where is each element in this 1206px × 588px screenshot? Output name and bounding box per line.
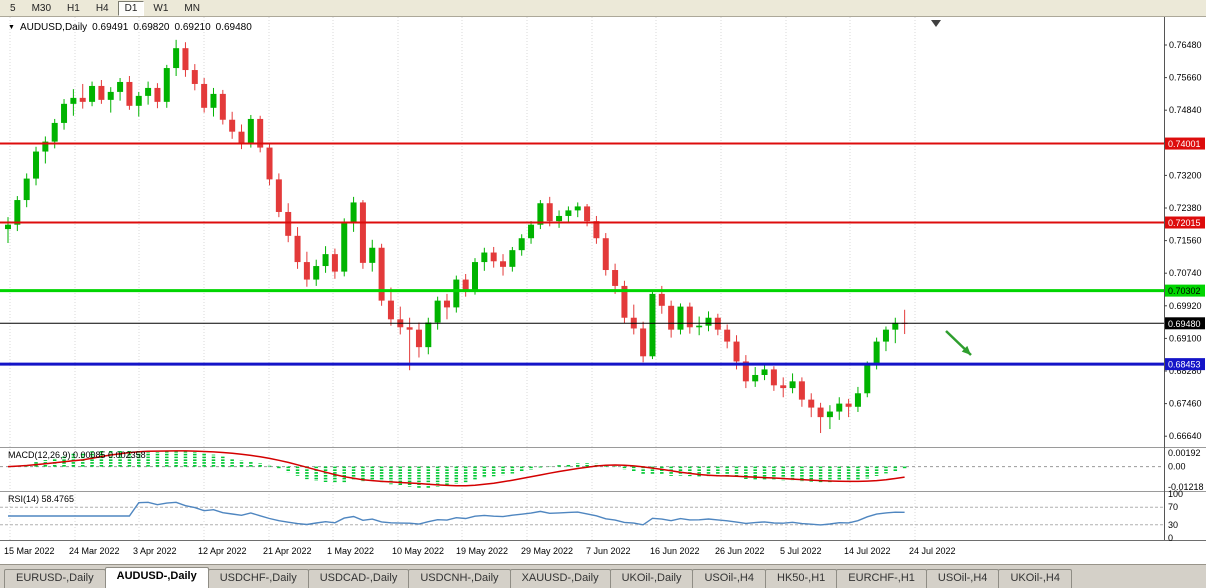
svg-text:30: 30 — [1168, 520, 1178, 530]
svg-text:0.76480: 0.76480 — [1169, 40, 1202, 50]
timeframe-h4[interactable]: H4 — [95, 2, 109, 14]
tab-usdchf-daily[interactable]: USDCHF-,Daily — [207, 569, 309, 588]
svg-text:100: 100 — [1168, 489, 1183, 499]
price-axis: 0.764800.756600.748400.740200.732000.723… — [1164, 40, 1205, 441]
tab-eurchf-h1[interactable]: EURCHF-,H1 — [836, 569, 927, 588]
svg-text:24 Jul 2022: 24 Jul 2022 — [909, 546, 956, 556]
svg-text:15 Mar 2022: 15 Mar 2022 — [4, 546, 55, 556]
svg-text:24 Mar 2022: 24 Mar 2022 — [69, 546, 120, 556]
timeframe-h1[interactable]: H1 — [67, 2, 80, 14]
annotations[interactable] — [931, 20, 972, 356]
timeframe-d1[interactable]: D1 — [117, 0, 145, 16]
tab-xauusd-daily[interactable]: XAUUSD-,Daily — [509, 569, 611, 588]
svg-text:3 Apr 2022: 3 Apr 2022 — [133, 546, 177, 556]
price-badge — [1165, 284, 1205, 297]
svg-text:14 Jul 2022: 14 Jul 2022 — [844, 546, 891, 556]
svg-text:21 Apr 2022: 21 Apr 2022 — [263, 546, 312, 556]
price-badge — [1165, 216, 1205, 229]
tab-hk50-h1[interactable]: HK50-,H1 — [765, 569, 838, 588]
chart-area[interactable]: 0.764800.756600.748400.740200.732000.723… — [0, 17, 1206, 564]
svg-text:0.66640: 0.66640 — [1169, 431, 1202, 441]
svg-text:26 Jun 2022: 26 Jun 2022 — [715, 546, 765, 556]
tab-usoil-h4[interactable]: USOil-,H4 — [925, 569, 1000, 588]
rsi-pane: 100 70 30 0 — [0, 489, 1183, 543]
svg-text:0.75660: 0.75660 — [1169, 73, 1202, 83]
date-axis: 15 Mar 2022 24 Mar 2022 3 Apr 2022 12 Apr 2… — [4, 546, 956, 556]
price-badge — [1165, 317, 1205, 330]
tab-usdcad-daily[interactable]: USDCAD-,Daily — [307, 569, 410, 588]
svg-text:0.00192: 0.00192 — [1168, 448, 1201, 458]
svg-text:0.72015: 0.72015 — [1168, 218, 1201, 228]
tab-audusd-daily[interactable]: AUDUSD-,Daily — [104, 567, 209, 588]
tab-ukoil-daily[interactable]: UKOil-,Daily — [609, 569, 694, 588]
timeframe-5[interactable]: 5 — [10, 2, 16, 14]
candles-layer — [5, 39, 908, 434]
svg-text:19 May 2022: 19 May 2022 — [456, 546, 508, 556]
level-lines[interactable] — [0, 142, 1164, 366]
svg-text:0.68280: 0.68280 — [1169, 366, 1202, 376]
timeframe-w1[interactable]: W1 — [153, 2, 169, 14]
svg-text:29 May 2022: 29 May 2022 — [521, 546, 573, 556]
price-badge — [1165, 358, 1205, 371]
svg-text:0.69100: 0.69100 — [1169, 333, 1202, 343]
timeframe-mn[interactable]: MN — [184, 2, 200, 14]
down-arrow-annotation-icon — [961, 345, 971, 355]
timeframe-toolbar: 5 M30 H1 H4 D1 W1 MN — [0, 0, 1206, 17]
svg-text:10 May 2022: 10 May 2022 — [392, 546, 444, 556]
svg-text:-0.01218: -0.01218 — [1168, 482, 1204, 492]
svg-text:0.68453: 0.68453 — [1168, 360, 1201, 370]
timeframe-m30[interactable]: M30 — [31, 2, 52, 14]
svg-text:5 Jul 2022: 5 Jul 2022 — [780, 546, 822, 556]
svg-text:70: 70 — [1168, 502, 1178, 512]
svg-text:0.67460: 0.67460 — [1169, 399, 1202, 409]
svg-text:7 Jun 2022: 7 Jun 2022 — [586, 546, 631, 556]
grid-layer — [9, 17, 916, 540]
svg-text:0.71560: 0.71560 — [1169, 236, 1202, 246]
tab-eurusd-daily[interactable]: EURUSD-,Daily — [4, 569, 106, 588]
macd-pane: 0.00192 0.00 -0.01218 — [0, 448, 1204, 492]
tab-ukoil-h4[interactable]: UKOil-,H4 — [998, 569, 1072, 588]
tab-usdcnh-daily[interactable]: USDCNH-,Daily — [408, 569, 511, 588]
chart-tabs-bar: EURUSD-,Daily AUDUSD-,Daily USDCHF-,Daily U… — [0, 564, 1206, 588]
svg-text:0.74001: 0.74001 — [1168, 139, 1201, 149]
chart-shift-marker-icon — [931, 20, 941, 27]
svg-text:0.70740: 0.70740 — [1169, 268, 1202, 278]
svg-text:0.72380: 0.72380 — [1169, 203, 1202, 213]
svg-text:0.74840: 0.74840 — [1169, 105, 1202, 115]
svg-text:0.00: 0.00 — [1168, 462, 1186, 472]
svg-text:0: 0 — [1168, 533, 1173, 543]
svg-text:0.69920: 0.69920 — [1169, 301, 1202, 311]
svg-text:0.69480: 0.69480 — [1168, 319, 1201, 329]
price-badge — [1165, 137, 1205, 150]
svg-text:16 Jun 2022: 16 Jun 2022 — [650, 546, 700, 556]
svg-text:12 Apr 2022: 12 Apr 2022 — [198, 546, 247, 556]
price-chart[interactable]: 0.764800.756600.748400.740200.732000.723… — [0, 17, 1206, 564]
svg-text:1 May 2022: 1 May 2022 — [327, 546, 374, 556]
svg-text:0.73200: 0.73200 — [1169, 170, 1202, 180]
tab-usoil-h4[interactable]: USOil-,H4 — [692, 569, 766, 588]
pane-separators — [0, 17, 1206, 541]
svg-text:0.70302: 0.70302 — [1168, 286, 1201, 296]
